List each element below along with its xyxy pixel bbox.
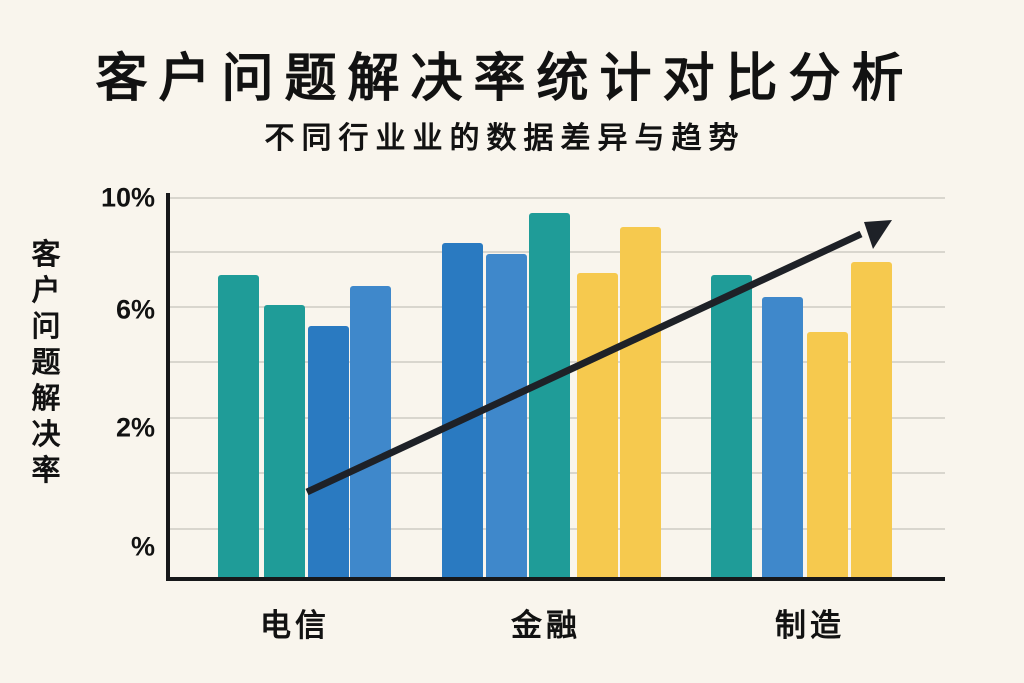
y-axis-title-char: 题 (31, 347, 61, 379)
y-axis-title-char: 户 (31, 275, 61, 307)
chart-title: 客户问题解决率统计对比分析 (95, 50, 915, 108)
y-tick-label: % (130, 531, 155, 562)
y-axis-title-char: 率 (31, 455, 61, 487)
bar-金融-1 (442, 243, 483, 577)
y-axis-title-char: 决 (31, 419, 61, 451)
bar-制造-4 (851, 261, 892, 577)
x-axis-line (166, 577, 945, 581)
bar-电信-4 (350, 286, 391, 577)
y-tick-label: 6% (115, 294, 155, 325)
y-tick-label: 10% (100, 182, 155, 213)
y-axis-title-char: 问 (31, 311, 61, 343)
x-axis-label-电信: 电信 (260, 608, 330, 643)
bar-电信-2 (264, 304, 305, 577)
bar-制造-3 (807, 331, 848, 577)
chart-subtitle: 不同行业业的数据差异与趋势 (264, 122, 746, 155)
x-axis-label-金融: 金融 (511, 608, 581, 643)
bar-金融-5 (620, 226, 661, 577)
bar-制造-1 (711, 275, 752, 577)
y-axis-title: 客户问题解决率 (28, 237, 64, 489)
bar-金融-2 (486, 253, 527, 577)
bar-电信-1 (218, 275, 259, 577)
y-axis-title-char: 解 (31, 383, 61, 415)
y-axis-line (166, 193, 170, 581)
y-axis-title-char: 客 (31, 239, 61, 271)
gridline (166, 197, 945, 199)
bar-金融-4 (577, 272, 618, 577)
x-axis-label-制造: 制造 (775, 608, 845, 643)
bar-制造-2 (762, 296, 803, 577)
bar-金融-3 (529, 213, 570, 577)
trend-arrow-head (864, 220, 892, 249)
bar-电信-3 (308, 326, 349, 577)
y-tick-label: 2% (115, 412, 155, 443)
